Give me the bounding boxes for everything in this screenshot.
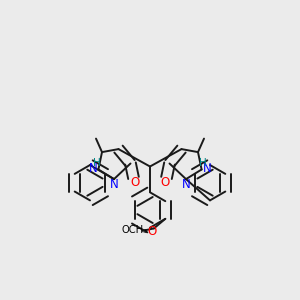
Text: O: O: [130, 176, 139, 189]
Text: OCH₃: OCH₃: [122, 225, 148, 235]
Text: O: O: [147, 225, 156, 238]
Text: O: O: [161, 176, 170, 189]
Text: N: N: [182, 178, 190, 191]
Text: H: H: [93, 158, 101, 168]
Text: N: N: [88, 162, 98, 175]
Text: H: H: [199, 158, 207, 168]
Text: N: N: [202, 162, 211, 175]
Text: N: N: [110, 178, 118, 191]
